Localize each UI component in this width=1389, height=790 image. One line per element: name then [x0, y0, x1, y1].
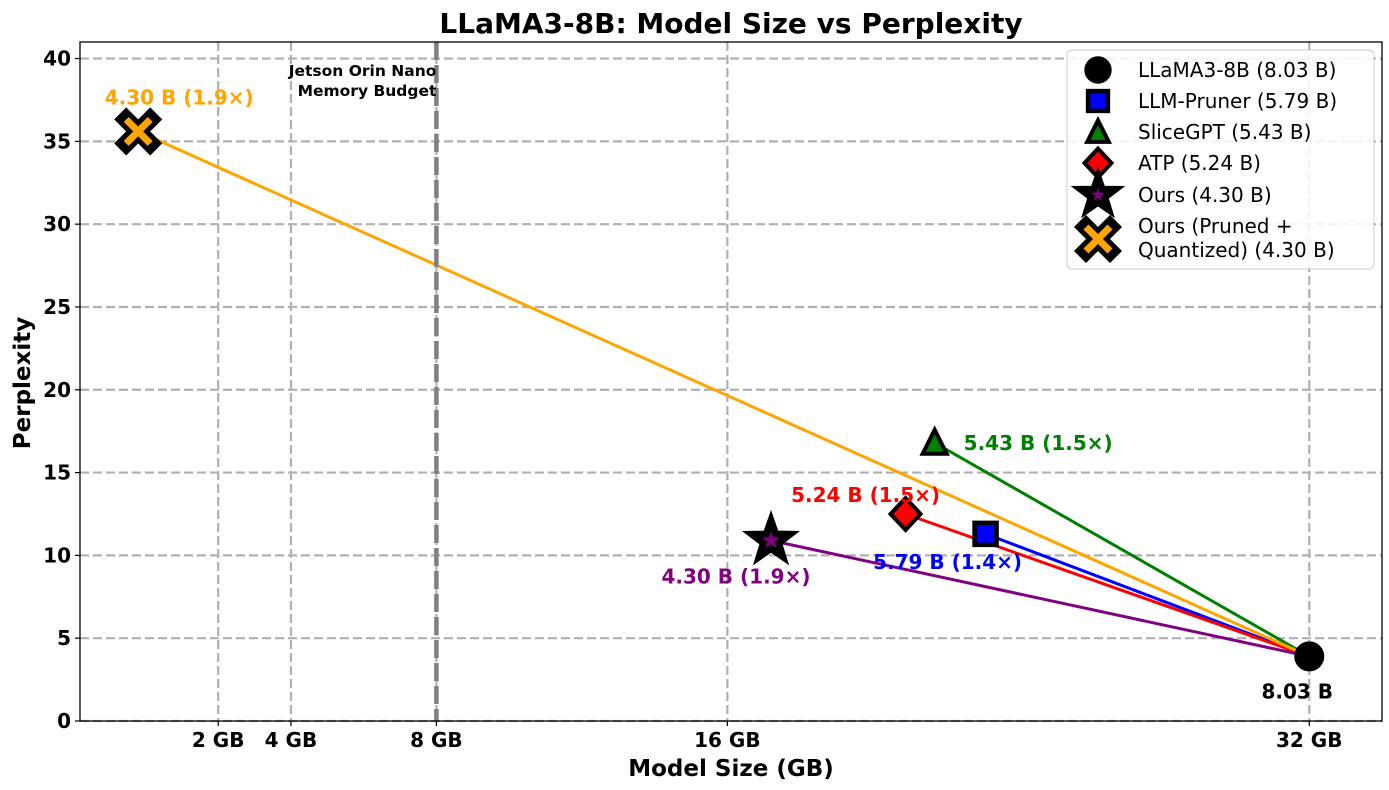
legend-entry: LLM-Pruner (5.79 B)	[1085, 88, 1337, 114]
point-label-star: 4.30 B (1.9×)	[662, 564, 811, 588]
y-tick-label: 25	[43, 295, 71, 319]
legend-entry: SliceGPT (5.43 B)	[1083, 115, 1311, 144]
y-tick-label: 30	[43, 212, 71, 236]
y-tick-label: 20	[43, 378, 71, 402]
x-tick-label: 2 GB	[192, 728, 245, 752]
y-tick-label: 35	[43, 129, 71, 153]
legend-label-line1: Ours (Pruned +	[1138, 214, 1293, 238]
point-label-x: 4.30 B (1.9×)	[105, 85, 254, 109]
y-tick-label: 5	[57, 626, 71, 650]
y-tick-label: 0	[57, 709, 71, 733]
chart-title: LLaMA3-8B: Model Size vs Perplexity	[439, 7, 1022, 40]
x-axis-ticks: 2 GB 4 GB 8 GB 16 GB 32 GB	[192, 721, 1342, 752]
x-marker	[114, 107, 163, 156]
memory-budget-line: Jetson Orin Nano Memory Budget	[288, 42, 439, 721]
y-tick-label: 40	[43, 47, 71, 71]
legend-label: SliceGPT (5.43 B)	[1138, 120, 1311, 144]
diamond-marker	[887, 495, 924, 533]
point-label-triangle: 5.43 B (1.5×)	[964, 431, 1113, 455]
legend-label: ATP (5.24 B)	[1138, 151, 1261, 175]
legend-entry: Ours (4.30 B)	[1070, 166, 1272, 219]
point-label-diamond: 5.24 B (1.5×)	[791, 483, 940, 507]
y-tick-label: 15	[43, 461, 71, 485]
memory-budget-label-line1: Jetson Orin Nano	[288, 62, 437, 80]
star-marker	[1070, 166, 1126, 219]
connector-x	[137, 130, 1310, 658]
legend-label: LLaMA3-8B (8.03 B)	[1138, 58, 1336, 82]
legend-label-line2: Quantized) (4.30 B)	[1138, 238, 1335, 262]
legend-entry: ATP (5.24 B)	[1081, 145, 1261, 181]
y-tick-label: 10	[43, 543, 71, 567]
data-points	[114, 107, 1325, 672]
x-tick-label: 32 GB	[1276, 728, 1342, 752]
square-marker	[1085, 88, 1111, 114]
circle-marker	[1084, 56, 1112, 84]
legend-label: Ours (4.30 B)	[1138, 183, 1272, 207]
connector-triangle	[933, 441, 1311, 658]
x-marker-fill	[1083, 224, 1113, 254]
legend-entry: LLaMA3-8B (8.03 B)	[1084, 56, 1336, 84]
star-marker	[741, 509, 801, 566]
x-marker-fill	[123, 116, 153, 146]
x-tick-label: 4 GB	[265, 728, 318, 752]
legend-entry: Ours (Pruned +Quantized) (4.30 B)	[1073, 214, 1335, 264]
x-axis-label: Model Size (GB)	[628, 756, 834, 782]
y-axis-ticks: 0 5 10 15 20 25 30 35 40	[43, 47, 80, 733]
point-label-circle: 8.03 B	[1261, 679, 1333, 703]
triangle-marker	[1083, 115, 1113, 144]
legend-label: LLM-Pruner (5.79 B)	[1138, 89, 1337, 113]
x-tick-label: 16 GB	[694, 728, 760, 752]
legend: LLaMA3-8B (8.03 B) LLM-Pruner (5.79 B) Sli…	[1066, 49, 1375, 270]
point-labels: 8.03 B 5.79 B (1.4×) 5.43 B (1.5×) 5.24 B (…	[105, 85, 1333, 703]
circle-marker	[1294, 641, 1325, 672]
y-axis-label: Perplexity	[10, 317, 36, 449]
legend-box	[1066, 49, 1375, 270]
plot-frame	[79, 41, 1383, 722]
square-marker	[972, 520, 999, 548]
connector-star	[770, 539, 1310, 658]
triangle-marker	[919, 425, 950, 456]
x-tick-label: 8 GB	[410, 728, 463, 752]
x-marker	[1073, 214, 1123, 264]
memory-budget-label-line2: Memory Budget	[298, 82, 437, 100]
point-label-square: 5.79 B (1.4×)	[873, 550, 1022, 574]
